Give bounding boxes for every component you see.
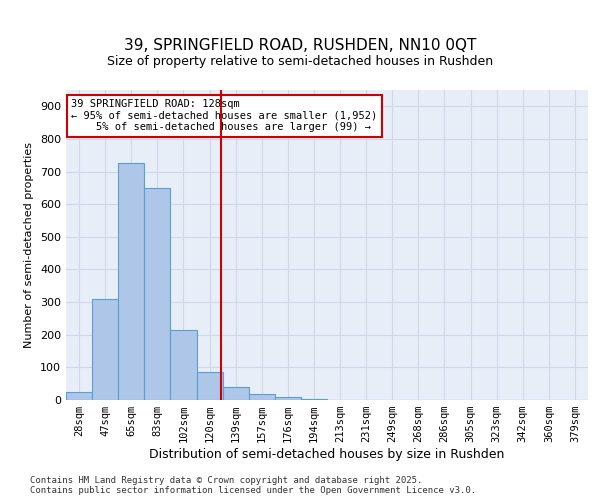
Y-axis label: Number of semi-detached properties: Number of semi-detached properties [25, 142, 34, 348]
Bar [197, 372, 223, 400]
Bar [145, 188, 170, 400]
Text: 39, SPRINGFIELD ROAD, RUSHDEN, NN10 0QT: 39, SPRINGFIELD ROAD, RUSHDEN, NN10 0QT [124, 38, 476, 52]
X-axis label: Distribution of semi-detached houses by size in Rushden: Distribution of semi-detached houses by … [149, 448, 505, 461]
Text: 39 SPRINGFIELD ROAD: 128sqm
← 95% of semi-detached houses are smaller (1,952)
  : 39 SPRINGFIELD ROAD: 128sqm ← 95% of sem… [71, 100, 377, 132]
Bar [118, 164, 145, 400]
Bar [66, 392, 92, 400]
Bar [249, 394, 275, 400]
Text: Contains HM Land Registry data © Crown copyright and database right 2025.
Contai: Contains HM Land Registry data © Crown c… [30, 476, 476, 495]
Bar [223, 387, 249, 400]
Bar [92, 299, 118, 400]
Bar [170, 330, 197, 400]
Text: Size of property relative to semi-detached houses in Rushden: Size of property relative to semi-detach… [107, 54, 493, 68]
Bar [275, 398, 301, 400]
